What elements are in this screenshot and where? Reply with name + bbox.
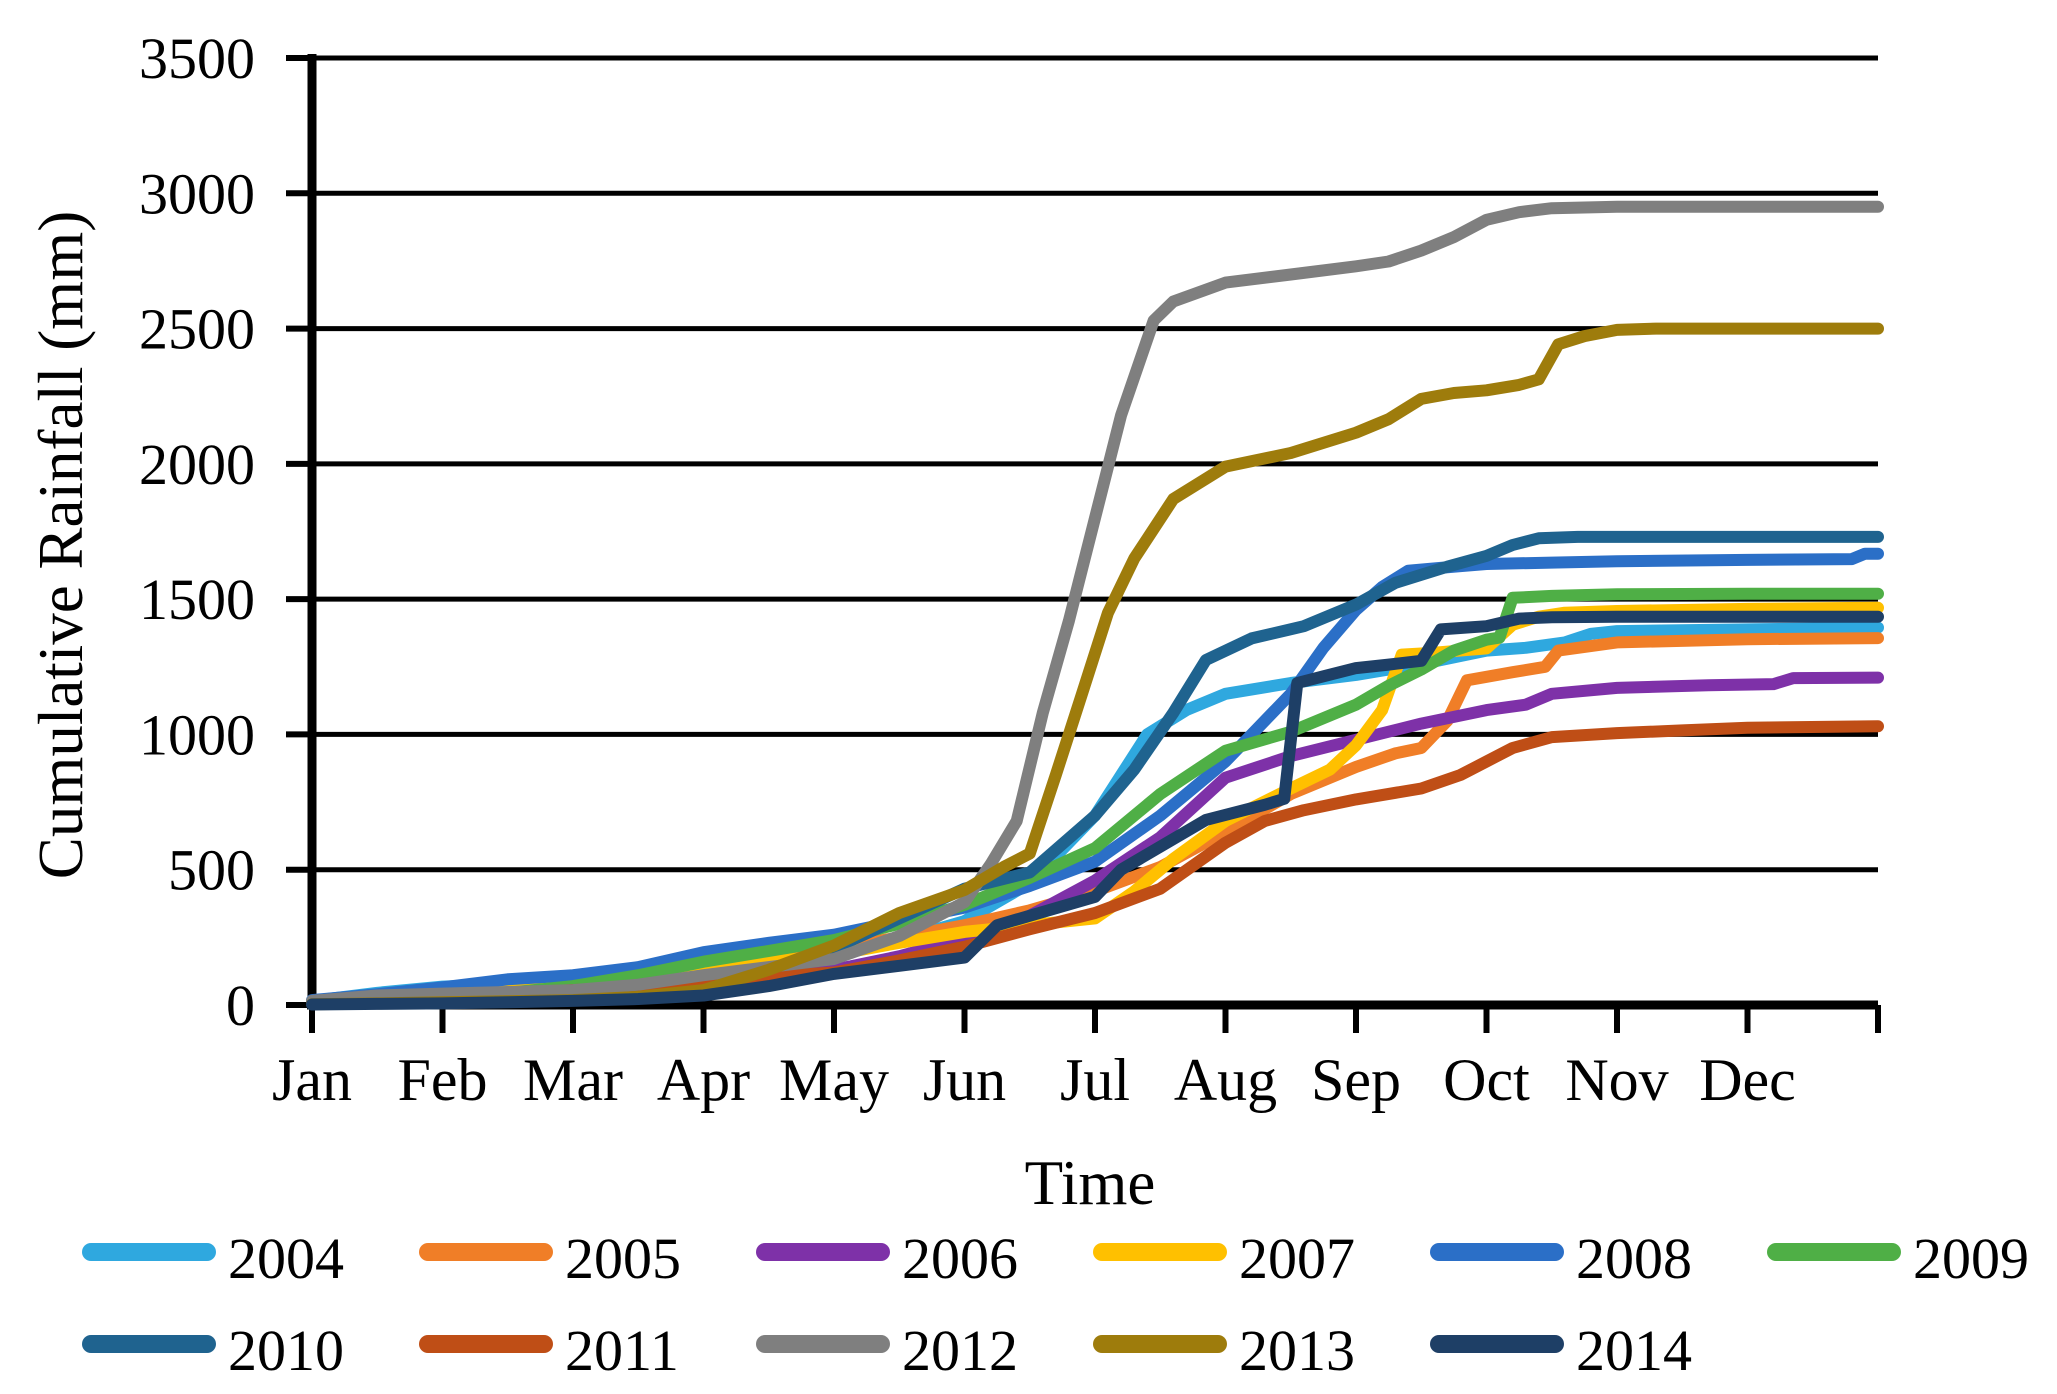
y-tick-label-2500: 2500 bbox=[139, 297, 255, 362]
legend-item-2007: 2007 bbox=[1093, 1226, 1355, 1291]
y-tick-label-3000: 3000 bbox=[139, 161, 255, 226]
legend-swatch-2011 bbox=[419, 1335, 553, 1353]
x-axis-title: Time bbox=[1025, 1148, 1156, 1218]
legend-swatch-2012 bbox=[756, 1335, 890, 1353]
legend-item-2013: 2013 bbox=[1093, 1318, 1355, 1383]
x-tick-label-may: May bbox=[779, 1047, 889, 1113]
series-line-2012 bbox=[306, 200, 1884, 1007]
y-tick-label-1500: 1500 bbox=[139, 567, 255, 632]
legend-swatch-2004 bbox=[82, 1243, 216, 1261]
legend-item-2004: 2004 bbox=[82, 1226, 344, 1291]
legend-label-2009: 2009 bbox=[1913, 1226, 2029, 1291]
legend-item-2010: 2010 bbox=[82, 1318, 344, 1383]
x-tick-label-jan: Jan bbox=[272, 1047, 352, 1113]
legend-label-2010: 2010 bbox=[228, 1318, 344, 1383]
legend-item-2005: 2005 bbox=[419, 1226, 681, 1291]
y-tick-label-0: 0 bbox=[226, 973, 255, 1038]
legend-label-2006: 2006 bbox=[902, 1226, 1018, 1291]
x-tick-label-nov: Nov bbox=[1565, 1047, 1668, 1113]
legend-label-2014: 2014 bbox=[1576, 1318, 1692, 1383]
legend-item-2006: 2006 bbox=[756, 1226, 1018, 1291]
legend-swatch-2008 bbox=[1430, 1243, 1564, 1261]
x-tick-label-jun: Jun bbox=[923, 1047, 1006, 1113]
series-line-2008 bbox=[306, 547, 1884, 1007]
legend-item-2012: 2012 bbox=[756, 1318, 1018, 1383]
x-tick-label-oct: Oct bbox=[1443, 1047, 1530, 1113]
axis-labels-group: 0 500 1000 1500 2000 2500 3000 3500 Jan Feb Mar Apr… bbox=[139, 26, 1796, 1113]
legend-label-2007: 2007 bbox=[1239, 1226, 1355, 1291]
legend-swatch-2006 bbox=[756, 1243, 890, 1261]
legend-swatch-2005 bbox=[419, 1243, 553, 1261]
x-tick-label-feb: Feb bbox=[398, 1047, 488, 1113]
legend-label-2004: 2004 bbox=[228, 1226, 344, 1291]
legend-swatch-2009 bbox=[1767, 1243, 1901, 1261]
legend-item-2011: 2011 bbox=[419, 1318, 679, 1383]
x-tick-label-aug: Aug bbox=[1174, 1047, 1277, 1113]
x-tick-label-dec: Dec bbox=[1699, 1047, 1796, 1113]
series-group bbox=[306, 200, 1884, 1011]
y-tick-label-2000: 2000 bbox=[139, 432, 255, 497]
y-axis-title: Cumulative Rainfall (mm) bbox=[26, 211, 96, 879]
legend-swatch-2014 bbox=[1430, 1335, 1564, 1353]
legend-swatch-2010 bbox=[82, 1335, 216, 1353]
x-tick-label-sep: Sep bbox=[1311, 1047, 1401, 1113]
legend-swatch-2013 bbox=[1093, 1335, 1227, 1353]
gridlines-group bbox=[312, 55, 1878, 873]
legend-label-2011: 2011 bbox=[565, 1318, 679, 1383]
x-tick-label-mar: Mar bbox=[523, 1047, 623, 1113]
legend-item-2014: 2014 bbox=[1430, 1318, 1692, 1383]
legend: 2004 2005 2006 2007 2008 2009 2010 2011 2012 2013… bbox=[82, 1226, 2029, 1383]
series-line-2014 bbox=[306, 610, 1884, 1011]
y-tick-label-3500: 3500 bbox=[139, 26, 255, 91]
x-tick-label-jul: Jul bbox=[1060, 1047, 1130, 1113]
y-tick-label-500: 500 bbox=[168, 838, 255, 903]
legend-label-2005: 2005 bbox=[565, 1226, 681, 1291]
legend-item-2008: 2008 bbox=[1430, 1226, 1692, 1291]
legend-label-2008: 2008 bbox=[1576, 1226, 1692, 1291]
x-tick-label-apr: Apr bbox=[657, 1047, 750, 1113]
legend-swatch-2007 bbox=[1093, 1243, 1227, 1261]
legend-label-2013: 2013 bbox=[1239, 1318, 1355, 1383]
y-tick-label-1000: 1000 bbox=[139, 702, 255, 767]
legend-label-2012: 2012 bbox=[902, 1318, 1018, 1383]
legend-item-2009: 2009 bbox=[1767, 1226, 2029, 1291]
